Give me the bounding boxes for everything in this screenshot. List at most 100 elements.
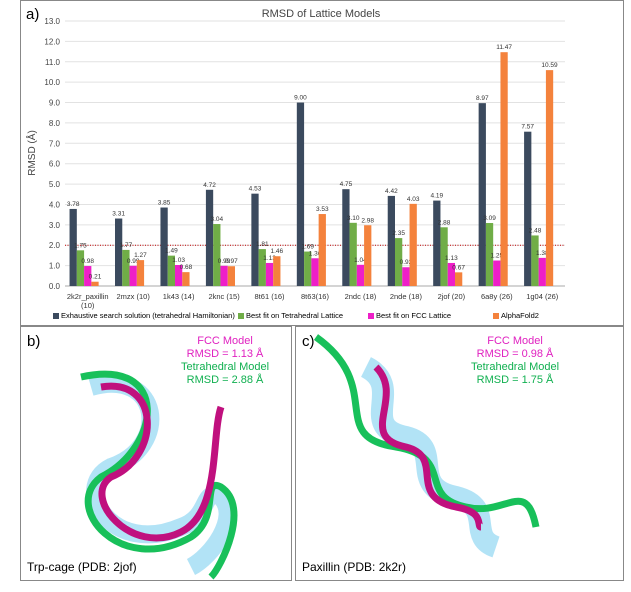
bar — [395, 238, 403, 286]
value-label: 2.48 — [529, 227, 542, 234]
y-tick-label: 1.0 — [49, 262, 61, 271]
panel-label: b) — [27, 333, 41, 350]
bar — [493, 260, 501, 286]
value-label: 0.98 — [81, 258, 94, 265]
structure-image — [313, 334, 540, 558]
value-label: 4.19 — [430, 193, 443, 200]
y-tick-label: 5.0 — [49, 180, 61, 189]
bar — [311, 258, 319, 286]
y-axis-label: RMSD (Å) — [25, 130, 38, 176]
y-tick-label: 9.0 — [49, 99, 61, 108]
x-tick-label: 1g04 (26) — [526, 292, 559, 301]
value-label: 2.88 — [438, 219, 451, 226]
value-label: 0.92 — [400, 259, 413, 266]
y-tick-label: 6.0 — [49, 160, 61, 169]
legend-label: Tetrahedral Model — [181, 361, 270, 373]
rmsd-label: RMSD = 1.75 Å — [476, 374, 554, 386]
y-tick-label: 8.0 — [49, 119, 61, 128]
bar — [455, 272, 463, 286]
bar — [175, 265, 183, 286]
bar — [167, 255, 175, 286]
caption: Trp-cage (PDB: 2jof) — [27, 560, 137, 574]
bar — [115, 218, 123, 286]
bar — [76, 250, 85, 286]
bar — [227, 266, 235, 286]
bar — [318, 214, 326, 286]
bar — [69, 208, 77, 286]
value-label: 7.57 — [521, 124, 534, 131]
bar — [349, 222, 357, 286]
bar — [531, 235, 539, 286]
legend-swatch — [53, 313, 59, 319]
panel-label: a) — [26, 6, 39, 23]
legend-label: Best fit on FCC Lattice — [376, 311, 452, 320]
bar — [265, 262, 274, 286]
caption: Paxillin (PDB: 2k2r) — [302, 560, 407, 574]
legend-swatch — [368, 313, 374, 319]
value-label: 1.13 — [263, 255, 276, 262]
value-label: 8.97 — [476, 95, 489, 102]
value-label: 0.68 — [180, 264, 193, 271]
bar — [356, 264, 365, 286]
legend-label: AlphaFold2 — [501, 311, 539, 320]
bar — [447, 262, 455, 286]
x-tick-label: 2ndc (18) — [344, 292, 377, 301]
value-label: 3.10 — [347, 215, 360, 222]
bar — [213, 224, 221, 286]
value-label: 4.42 — [385, 188, 398, 195]
bar — [402, 267, 410, 286]
bar — [433, 200, 441, 286]
value-label: 1.25 — [490, 253, 503, 260]
bar — [342, 189, 350, 286]
y-tick-label: 7.0 — [49, 139, 61, 148]
value-label: 1.04 — [354, 257, 367, 264]
legend-label: FCC Model — [197, 335, 253, 347]
y-tick-label: 0.0 — [49, 282, 61, 291]
legend-swatch — [238, 313, 244, 319]
legend-label: FCC Model — [487, 335, 543, 347]
rmsd-label: RMSD = 2.88 Å — [186, 374, 264, 386]
bar — [478, 103, 486, 287]
bar — [136, 260, 145, 286]
y-tick-label: 12.0 — [44, 37, 60, 46]
panel-c: c) FCC Model RMSD = 0.98 Å Tetrahedral M… — [295, 326, 624, 581]
value-label: 4.53 — [249, 186, 262, 193]
value-label: 1.81 — [256, 241, 269, 248]
panel-b: b) FCC Model RMSD = 1.13 Å Tetrahedral M… — [20, 326, 292, 581]
value-label: 1.13 — [445, 255, 458, 262]
value-label: 3.85 — [158, 200, 171, 207]
legend-label: Best fit on Tetrahedral Lattice — [246, 311, 344, 320]
value-label: 1.46 — [270, 248, 283, 255]
bar — [387, 195, 395, 286]
value-label: 3.04 — [210, 216, 223, 223]
x-tick-label: 2knc (15) — [208, 292, 240, 301]
x-tick-label: 6a8y (26) — [480, 292, 513, 301]
bar — [364, 225, 372, 286]
x-tick-label: 2nde (18) — [389, 292, 422, 301]
bar — [220, 265, 228, 286]
y-tick-label: 13.0 — [44, 17, 60, 26]
bar — [205, 189, 214, 286]
value-label: 3.53 — [316, 206, 329, 213]
value-label: 3.78 — [67, 201, 80, 208]
chart: a) RMSD of Lattice Models RMSD (Å) 0.0 1.… — [25, 6, 565, 319]
value-label: 10.59 — [541, 62, 558, 69]
value-label: 0.67 — [452, 264, 465, 271]
value-label: 0.99 — [218, 258, 231, 265]
x-tick-label: 2k2r_paxillin (10) — [66, 292, 109, 310]
value-label: 1.69 — [301, 244, 314, 251]
value-label: 1.03 — [172, 257, 185, 264]
value-label: 0.21 — [89, 274, 102, 281]
x-tick-label: 2mzx (10) — [116, 292, 150, 301]
value-label: 3.09 — [483, 215, 496, 222]
value-label: 1.36 — [309, 250, 322, 257]
x-tick-label: 8t63(16) — [301, 292, 329, 301]
x-tick-label: 8t61 (16) — [254, 292, 285, 301]
value-label: 1.27 — [134, 252, 147, 259]
bar — [129, 265, 137, 286]
x-tick-label: 1k43 (14) — [162, 292, 195, 301]
value-label: 0.97 — [225, 258, 238, 265]
value-label: 4.03 — [407, 196, 420, 203]
bar — [440, 227, 448, 286]
